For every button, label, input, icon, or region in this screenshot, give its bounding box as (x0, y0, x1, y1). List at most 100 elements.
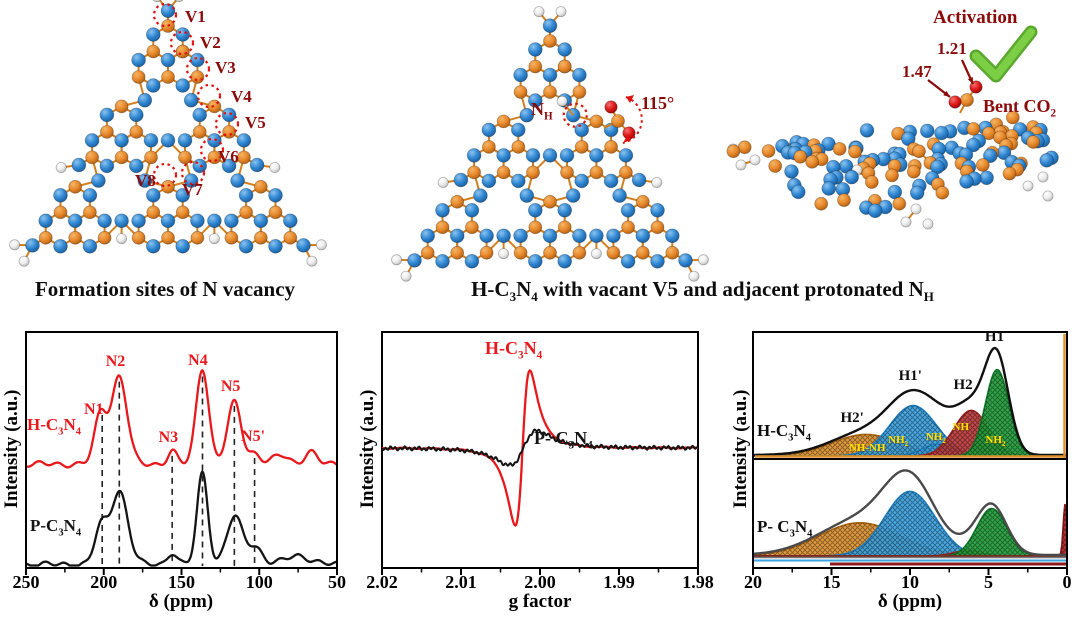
nitrogen-atom (466, 148, 482, 163)
nitrogen-atom (82, 239, 98, 254)
carbon-atom (572, 245, 587, 260)
nitrogen-atom (618, 148, 634, 163)
nitrogen-atom (407, 253, 422, 268)
structure-bent-co2-sideview (726, 80, 1059, 230)
caption-formation-sites: Formation sites of N vacancy (34, 277, 296, 301)
series-label-pc3n4: P-C3N4 (30, 516, 82, 539)
carbon-atom (435, 220, 450, 235)
carbon-atom (496, 114, 511, 129)
series-label-hc3n4: H-C3N4 (27, 415, 81, 438)
carbon-atom (178, 150, 192, 165)
carbon-atom (935, 185, 950, 200)
carbon-atom (768, 159, 783, 173)
bond-length-1-47-label: 1.47 (902, 62, 932, 81)
carbon-atom (68, 230, 83, 245)
carbon-atom (557, 220, 572, 235)
carbon-atom (761, 144, 776, 158)
x-tick-label: 1.99 (603, 572, 635, 592)
nitrogen-atom (620, 253, 636, 269)
nitrogen-atom (190, 213, 205, 229)
carbon-atom (665, 245, 680, 260)
carbon-atom (604, 139, 618, 154)
nitrogen-atom (221, 158, 237, 174)
x-tick-label: 200 (90, 572, 118, 592)
vacancy-label-v6: V6 (218, 147, 239, 166)
hydrogen-atom (651, 176, 663, 188)
nitrogen-atom (175, 27, 191, 42)
nitrogen-atom (82, 188, 98, 203)
residual-strip-blue (754, 559, 1066, 562)
nitrogen-atom (175, 188, 191, 203)
fit-component-hatch (754, 434, 1066, 456)
nitrogen-atom (160, 133, 176, 148)
carbon-atom (68, 179, 83, 194)
x-tick-label: 5 (984, 572, 993, 592)
carbon-atom (892, 196, 907, 211)
carbon-atom (805, 154, 819, 169)
carbon-atom (100, 124, 114, 139)
x-tick-label: 50 (328, 572, 346, 592)
x-tick-label: 150 (168, 572, 195, 592)
peak-label-n1: N1 (83, 400, 104, 418)
bond-length-1-21-label: 1.21 (937, 39, 967, 58)
nitrogen-atom (557, 42, 572, 57)
vacancy-label-v8: V8 (135, 171, 156, 190)
nitrogen-atom (784, 164, 799, 179)
hydrogen-atom (116, 233, 128, 245)
nitrogen-atom (790, 184, 806, 200)
hydrogen-atom (1022, 180, 1034, 192)
nitrogen-atom (542, 67, 558, 83)
hydrogen-atom (498, 248, 510, 260)
x-tick-label: 10 (901, 572, 919, 592)
carbon-atom (190, 70, 205, 84)
carbon-atom (560, 165, 574, 180)
nitrogen-atom (207, 133, 222, 148)
x-tick-label: 1.98 (682, 572, 714, 592)
nitrogen-atom (574, 122, 589, 138)
nitrogen-atom (129, 107, 144, 123)
carbon-atom (635, 194, 650, 209)
carbon-atom (543, 194, 557, 209)
hydrogen-atom (688, 270, 700, 282)
carbon-atom (966, 121, 981, 136)
nitrogen-atom (464, 203, 480, 218)
carbon-atom (253, 179, 268, 194)
carbon-atom (513, 85, 528, 99)
nitrogen-atom (519, 107, 535, 123)
vacancy-label-v7: V7 (182, 180, 203, 199)
carbon-atom (837, 193, 851, 208)
nitrogen-atom (909, 185, 925, 201)
nitrogen-atom (620, 203, 636, 218)
carbon-atom (131, 230, 146, 245)
vacancy-site-circle (199, 137, 225, 163)
carbon-atom (511, 139, 526, 154)
nitrogen-atom (612, 188, 627, 203)
carbon-atom (464, 220, 479, 235)
vacancy-label-v3: V3 (215, 58, 236, 77)
carbon-atom (224, 230, 239, 245)
carbon-atom (481, 139, 496, 154)
carbon-atom (975, 158, 990, 172)
carbon-atom (650, 220, 665, 235)
nitrogen-atom (979, 170, 994, 186)
oxygen-atom (948, 95, 962, 109)
carbon-atom (131, 70, 146, 84)
carbon-atom (814, 196, 829, 211)
hydrogen-atom (735, 159, 747, 171)
nitrogen-atom (887, 184, 903, 200)
hydrogen-atom (900, 216, 912, 228)
carbon-atom (479, 245, 494, 260)
nitrogen-atom (664, 228, 680, 244)
fit-component-hatch (754, 369, 1066, 456)
x-tick-label: 0 (1062, 572, 1072, 592)
carbon-atom (83, 205, 97, 220)
nitrogen-atom (557, 203, 572, 218)
carbon-atom (1002, 166, 1017, 181)
nitrogen-atom (527, 203, 543, 218)
nitrogen-atom (99, 107, 115, 123)
nitrogen-atom (84, 133, 100, 148)
nitrogen-atom (253, 213, 269, 229)
hydrogen-atom (400, 270, 412, 282)
fit-component-hatch (754, 405, 1066, 456)
